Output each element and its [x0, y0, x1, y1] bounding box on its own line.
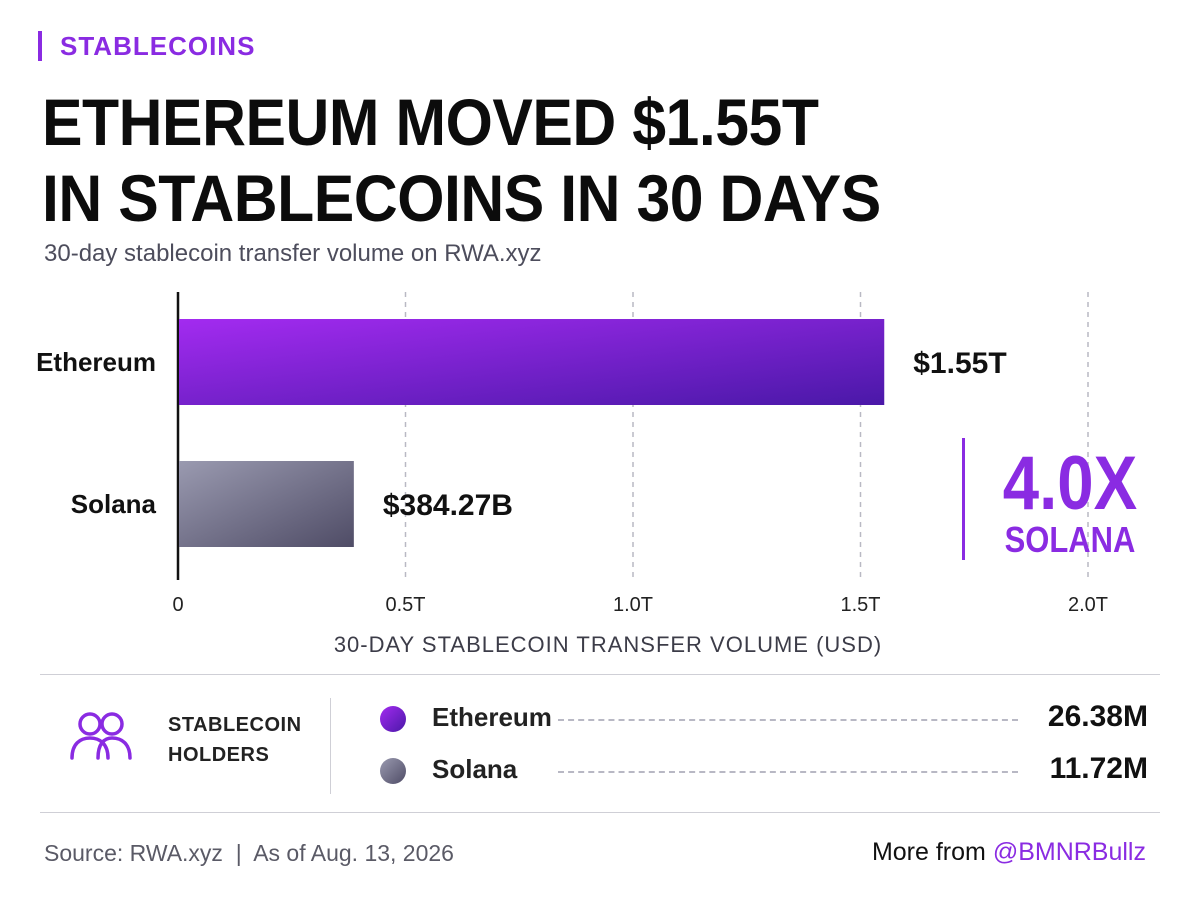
holders-row-ethereum: Ethereum 26.38M	[380, 698, 1160, 738]
holders-separator	[330, 698, 331, 794]
multiplier-value: 4.0X	[1002, 441, 1138, 526]
holders-panel: STABLECOIN HOLDERS Ethereum 26.38M Solan…	[40, 690, 1160, 800]
x-tick-label: 1.5T	[840, 594, 880, 616]
credit-handle-link[interactable]: @BMNRBullz	[992, 838, 1146, 866]
source-note: Source: RWA.xyz | As of Aug. 13, 2026	[44, 840, 454, 866]
divider-bottom	[40, 812, 1160, 813]
multiplier-label: SOLANA	[1004, 519, 1136, 560]
bar-value-label: $1.55T	[913, 347, 1006, 380]
ethereum-dot-icon	[380, 706, 406, 732]
credit-prefix: More from	[871, 838, 993, 866]
category-label: Ethereum	[36, 347, 156, 377]
x-tick-label: 1.0T	[613, 594, 653, 616]
holders-row-name: Solana	[432, 754, 518, 784]
holders-row-name: Ethereum	[432, 702, 552, 732]
credit: More from @BMNRBullz	[872, 838, 1146, 867]
bar-chart: Ethereum $1.55T Solana $384.27B 0 0.5T 1.0T 1.…	[36, 292, 1108, 657]
bar-ethereum	[179, 319, 885, 405]
kicker-label: STABLECOINS	[60, 30, 256, 61]
x-tick-label: 0	[172, 594, 183, 616]
holders-row-value: 26.38M	[1047, 700, 1148, 733]
category-label: Solana	[71, 489, 157, 519]
users-icon	[70, 712, 132, 760]
multiplier-accent-line	[962, 438, 965, 560]
x-tick-label: 2.0T	[1068, 594, 1108, 616]
leader-line	[558, 719, 1018, 721]
holders-row-solana: Solana 11.72M	[380, 750, 1160, 790]
x-tick-label: 0.5T	[385, 594, 425, 616]
headline-line-1: ETHEREUM MOVED $1.55T	[42, 85, 819, 159]
kicker: STABLECOINS	[38, 30, 255, 62]
multiplier-callout: 4.0X SOLANA	[962, 438, 1162, 560]
x-axis-title: 30-DAY STABLECOIN TRANSFER VOLUME (USD)	[334, 632, 882, 657]
subtitle: 30-day stablecoin transfer volume on RWA…	[44, 240, 542, 267]
bar-solana	[179, 461, 354, 547]
bar-value-label: $384.27B	[383, 489, 513, 522]
leader-line	[558, 771, 1018, 773]
kicker-accent-bar	[38, 31, 42, 61]
divider-top	[40, 674, 1160, 675]
headline: ETHEREUM MOVED $1.55T IN STABLECOINS IN …	[42, 84, 1072, 236]
holders-title-line-2: HOLDERS	[168, 744, 270, 766]
holders-row-value: 11.72M	[1049, 752, 1148, 785]
headline-line-2: IN STABLECOINS IN 30 DAYS	[42, 161, 881, 235]
solana-dot-icon	[380, 758, 406, 784]
holders-title: STABLECOIN HOLDERS	[168, 710, 318, 770]
holders-title-line-1: STABLECOIN	[168, 714, 302, 736]
